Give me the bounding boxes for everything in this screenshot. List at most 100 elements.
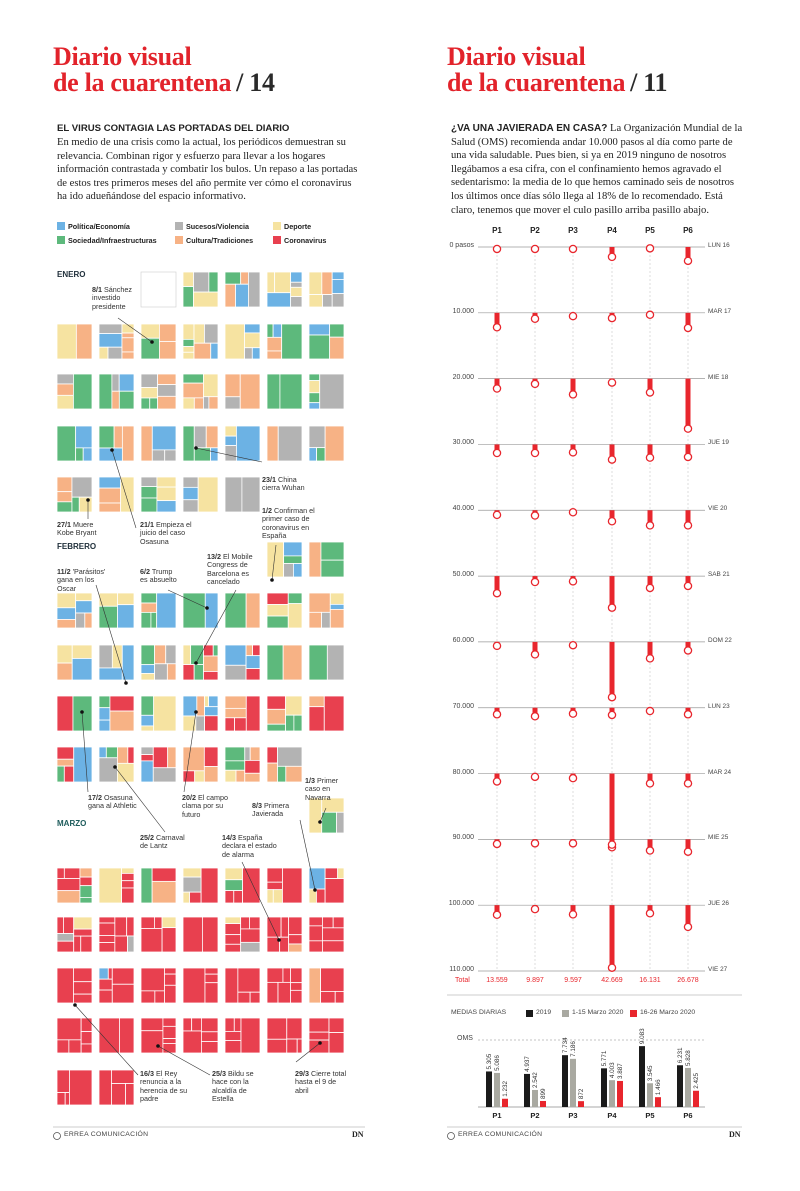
bar [693,1090,699,1107]
cover-block [189,891,202,904]
cover-block [240,941,261,953]
cover-block [308,695,325,708]
step-end [683,922,693,932]
cover-block [80,935,93,953]
cover-block [182,644,192,665]
cover-block [98,346,109,360]
day-label: LUN 23 [708,702,730,710]
value-label: 899 [540,1088,547,1099]
annotation-date: 25/2 [140,833,154,842]
cover-block [224,923,242,936]
annotation-date: 20/2 [182,793,196,802]
cover-block [182,664,195,681]
cover-block [224,707,247,719]
leader-line [111,449,137,529]
legend-label: Deporte [284,221,312,231]
cover-block [224,717,235,732]
bar [494,1072,500,1107]
cover-block [154,990,165,1004]
cover-block [308,797,323,834]
step-end [530,772,540,782]
step-end [530,839,540,848]
bar [639,1046,645,1107]
cover-block [111,983,135,1004]
cover-block [224,760,246,771]
cover-block [118,390,135,410]
cover-block [224,934,242,945]
issue-number: / 14 [236,68,275,97]
x-tick-label: P3 [568,1111,578,1120]
leader-dot [318,1041,322,1045]
y-tick-label: 0 pasos [449,242,474,249]
step-end [607,378,617,387]
cover-block [204,982,219,1004]
oms-label: OMS [457,1035,473,1042]
cover-block [283,541,303,557]
step-bar [609,247,615,257]
cover-block [204,967,219,975]
column-header: P5 [645,226,655,235]
cover-block [56,695,74,732]
cover-block [63,916,75,934]
cover-block [56,890,81,904]
section-heading: EL VIRUS CONTAGIA LAS PORTADAS DEL DIARI… [57,123,290,134]
cover-block [140,746,154,755]
leader-line [295,1042,321,1063]
step-end [607,963,617,972]
cover-block [224,879,243,891]
cover-block [116,762,135,783]
cover-block [98,746,107,759]
step-end [530,650,540,659]
column-header: P3 [568,226,578,235]
cover-block [193,425,207,449]
step-end [645,779,655,788]
legend-swatch [57,236,65,244]
value-label: 7.734 [562,1037,569,1053]
cover-block [203,746,219,767]
month-label: MARZO [57,819,87,828]
cover-block [193,291,219,308]
cover-block [324,878,345,904]
legend-label: Coronavirus [284,235,327,245]
annotation-text: Osasuna gana al Athletic [88,793,137,811]
leader-dot [194,661,198,665]
cover-block [121,644,135,681]
cover-block [308,925,323,942]
cover-block [182,338,195,347]
cover-block [121,887,135,904]
cover-block [98,922,116,936]
cover-block [290,982,303,991]
column-header: P2 [530,226,540,235]
cover-block [151,449,166,462]
step-end [645,909,655,918]
step-end [492,777,502,786]
y-tick-label: 70.000 [452,702,474,710]
bar [524,1073,530,1107]
cover-block [244,759,261,774]
cover-block [308,271,323,295]
cover-block [288,934,303,945]
cover-block [140,497,158,513]
leader-line [195,589,237,664]
step-end [645,706,655,716]
step-end [492,510,502,520]
cover-block [71,658,93,681]
step-end [492,448,502,458]
step-end [530,712,540,721]
cover-block [251,347,261,360]
cover-block [182,373,204,384]
cover-block [140,725,155,732]
cover-block [336,811,345,834]
cover-block [98,867,122,904]
bar [601,1068,607,1107]
cover-block [244,772,261,783]
cover-block [240,916,250,930]
cover-block [224,435,237,446]
cover-block [288,916,303,936]
cover-block [203,373,219,398]
cover-block [64,1092,70,1106]
cover-block [140,373,159,388]
legend-swatch [630,1010,637,1017]
cover-block [286,1017,303,1040]
